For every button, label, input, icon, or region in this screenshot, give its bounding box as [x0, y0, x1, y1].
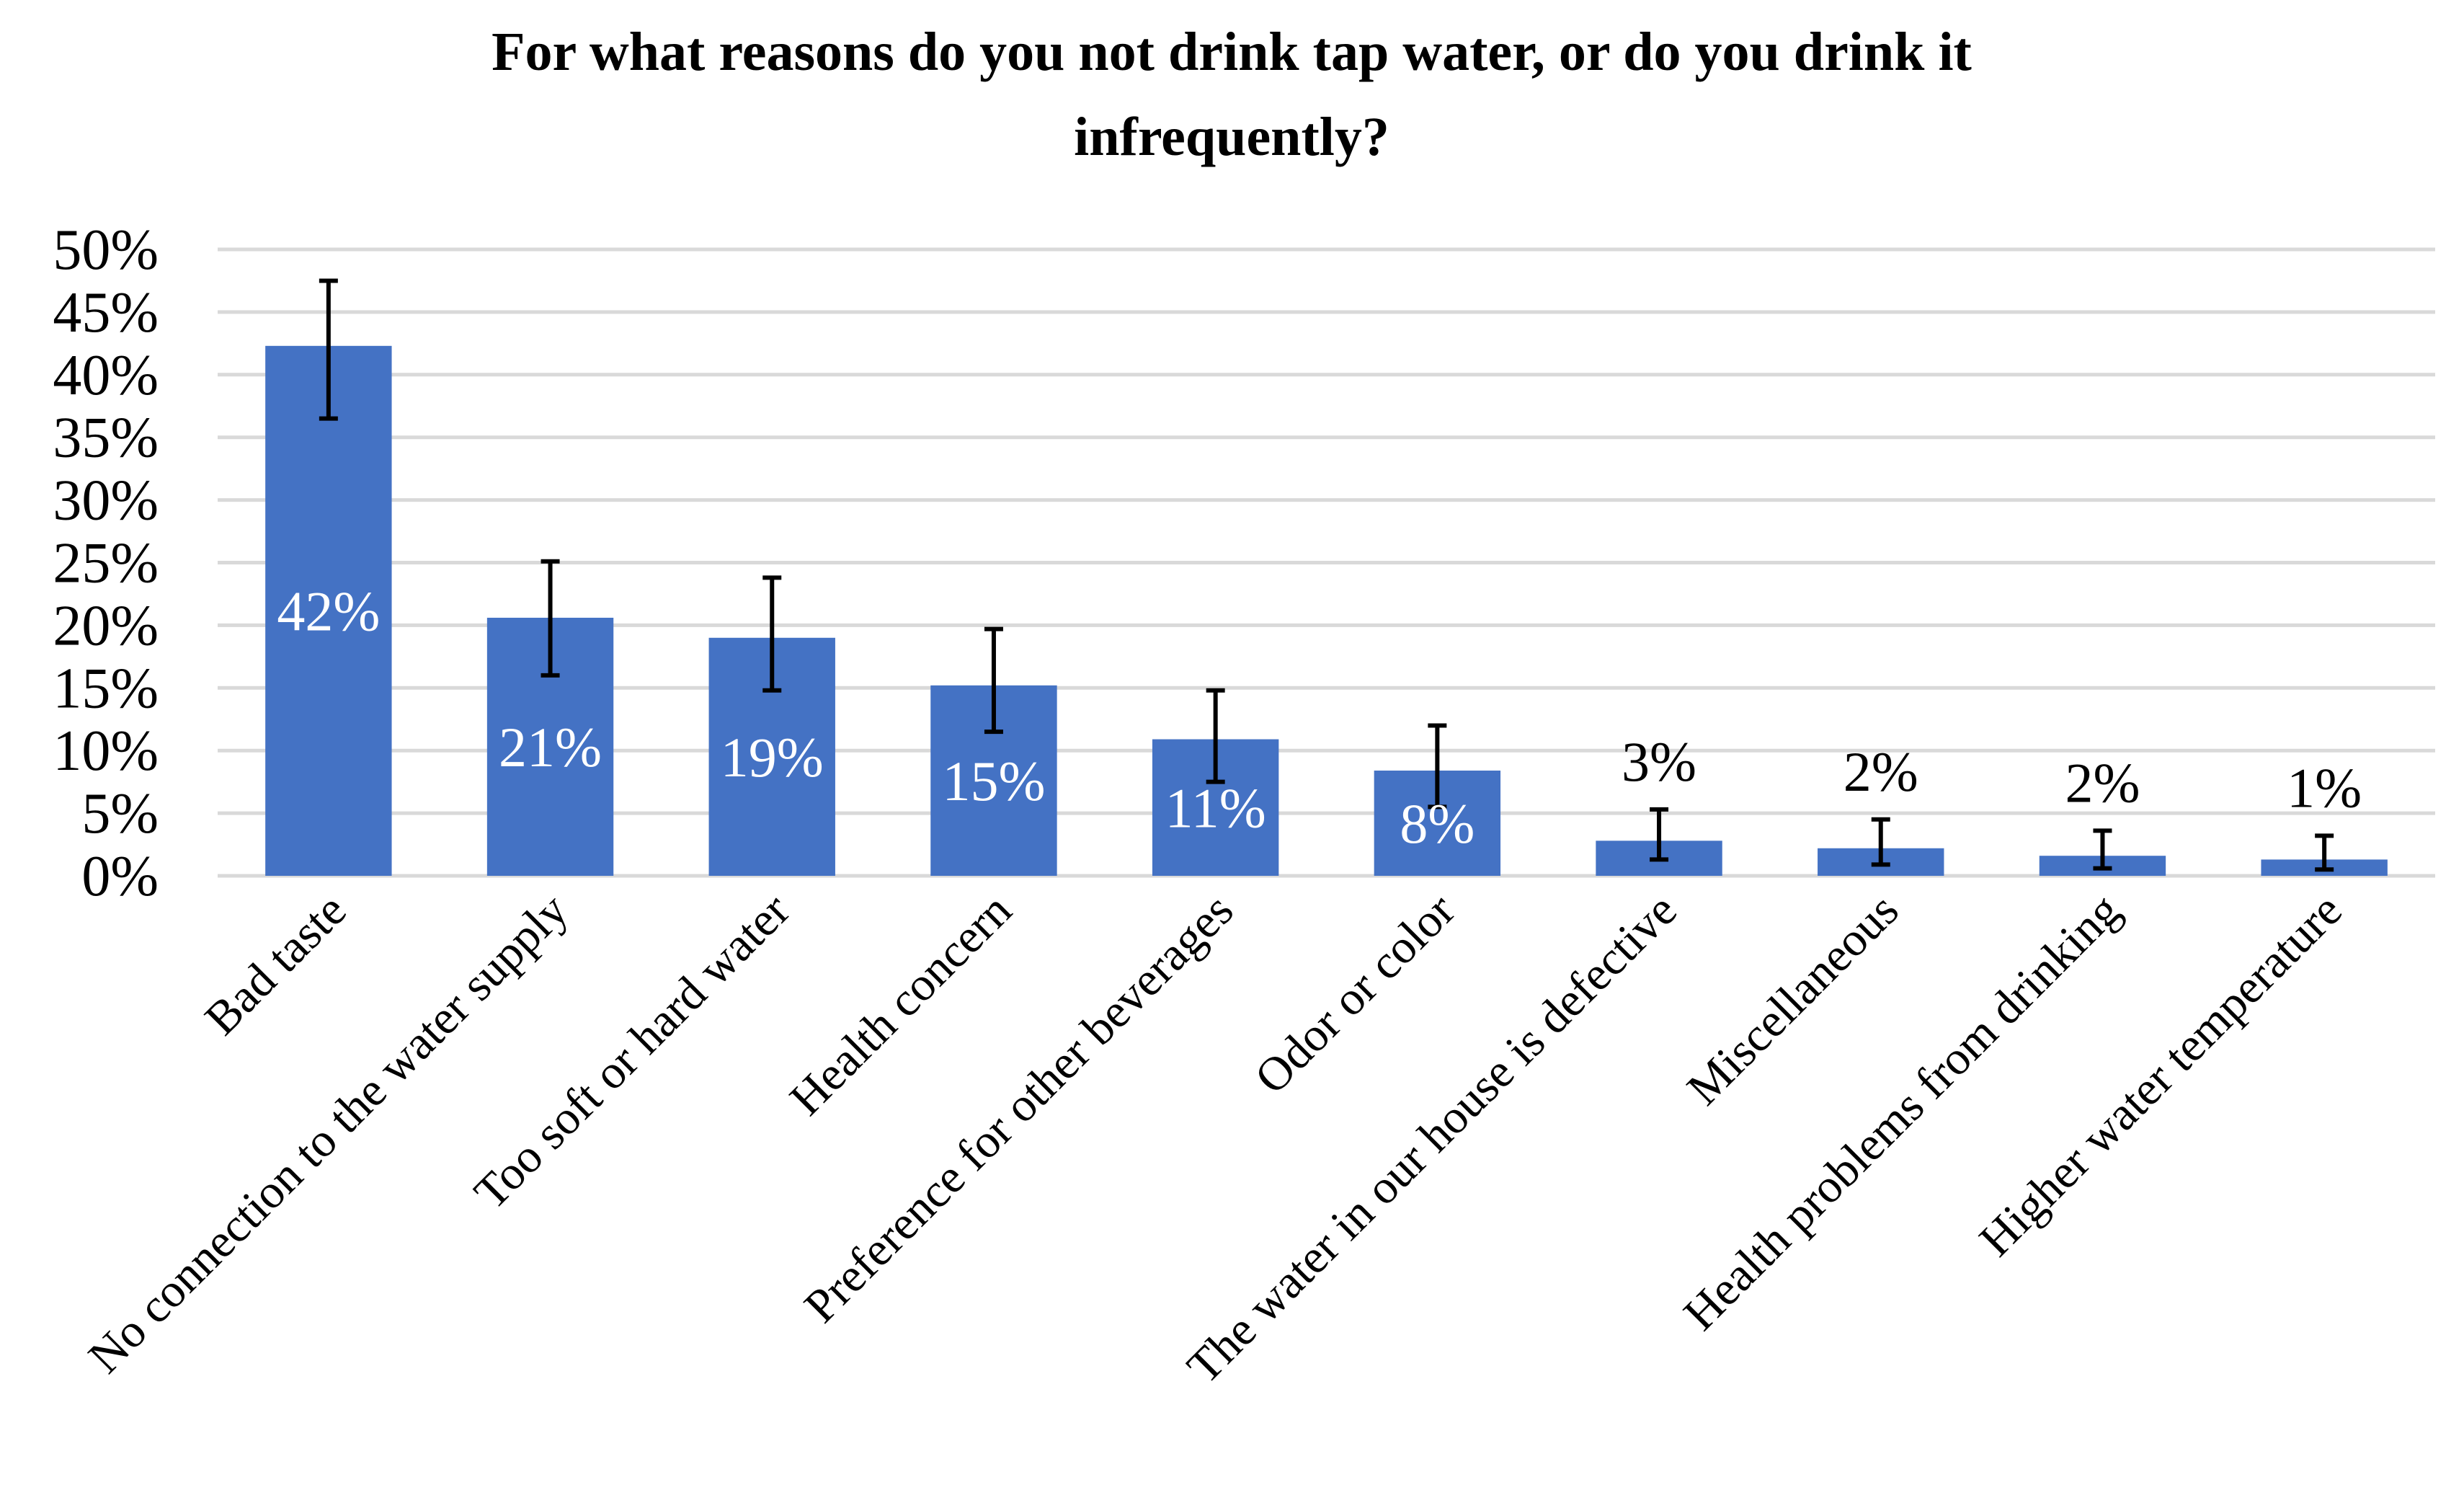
- y-tick-label: 30%: [53, 469, 159, 533]
- x-tick-label: Health problems from drinking: [1673, 884, 2130, 1341]
- data-label: 21%: [499, 716, 602, 779]
- y-tick-label: 50%: [53, 218, 159, 282]
- x-tick-label: No connection to the water supply: [79, 884, 578, 1383]
- x-tick-label: Health concern: [780, 884, 1021, 1125]
- x-tick-label: The water in our house is defective: [1177, 884, 1686, 1393]
- error-bar: [319, 278, 338, 421]
- y-tick-label: 45%: [53, 281, 159, 345]
- x-tick-label: Preference for other beverages: [794, 884, 1243, 1333]
- chart-title-line-1: For what reasons do you not drink tap wa…: [492, 22, 1972, 82]
- error-bar: [2093, 828, 2112, 871]
- y-tick-label: 5%: [81, 782, 159, 846]
- data-label: 11%: [1165, 776, 1266, 839]
- data-labels: 42% 21% 19% 15% 11% 8% 3% 2% 2% 1%: [277, 580, 2362, 855]
- data-label: 3%: [1622, 730, 1696, 793]
- error-bar: [1206, 688, 1225, 784]
- bar: [265, 345, 392, 876]
- error-bar: [1871, 817, 1890, 867]
- error-bar: [541, 559, 560, 678]
- y-tick-label: 0%: [81, 845, 159, 908]
- data-label: 8%: [1400, 792, 1475, 855]
- y-tick-label: 20%: [53, 594, 159, 657]
- error-bar: [1428, 723, 1447, 810]
- y-axis-tick-labels: 0%5%10%15%20%25%30%35%40%45%50%: [53, 218, 159, 908]
- data-label: 1%: [2287, 756, 2362, 819]
- y-tick-label: 25%: [53, 532, 159, 595]
- chart-title-line-2: infrequently?: [1074, 107, 1389, 167]
- x-tick-label: Higher water temperature: [1970, 884, 2352, 1267]
- error-bar: [762, 575, 782, 693]
- x-tick-label: Miscellaneous: [1677, 884, 1908, 1115]
- data-label: 2%: [1843, 740, 1918, 803]
- y-tick-label: 15%: [53, 657, 159, 720]
- data-label: 15%: [942, 750, 1045, 812]
- error-bars: [319, 278, 2334, 872]
- x-tick-label: Odor or color: [1245, 884, 1465, 1104]
- error-bar: [2315, 833, 2334, 872]
- y-tick-label: 40%: [53, 344, 159, 407]
- error-bar: [984, 626, 1003, 735]
- bars: [265, 345, 2388, 876]
- data-label: 42%: [277, 580, 380, 642]
- y-tick-label: 35%: [53, 407, 159, 470]
- data-label: 19%: [721, 726, 824, 789]
- data-label: 2%: [2065, 751, 2140, 814]
- error-bar: [1650, 807, 1669, 862]
- y-tick-label: 10%: [53, 719, 159, 783]
- x-tick-label: Bad taste: [195, 884, 356, 1045]
